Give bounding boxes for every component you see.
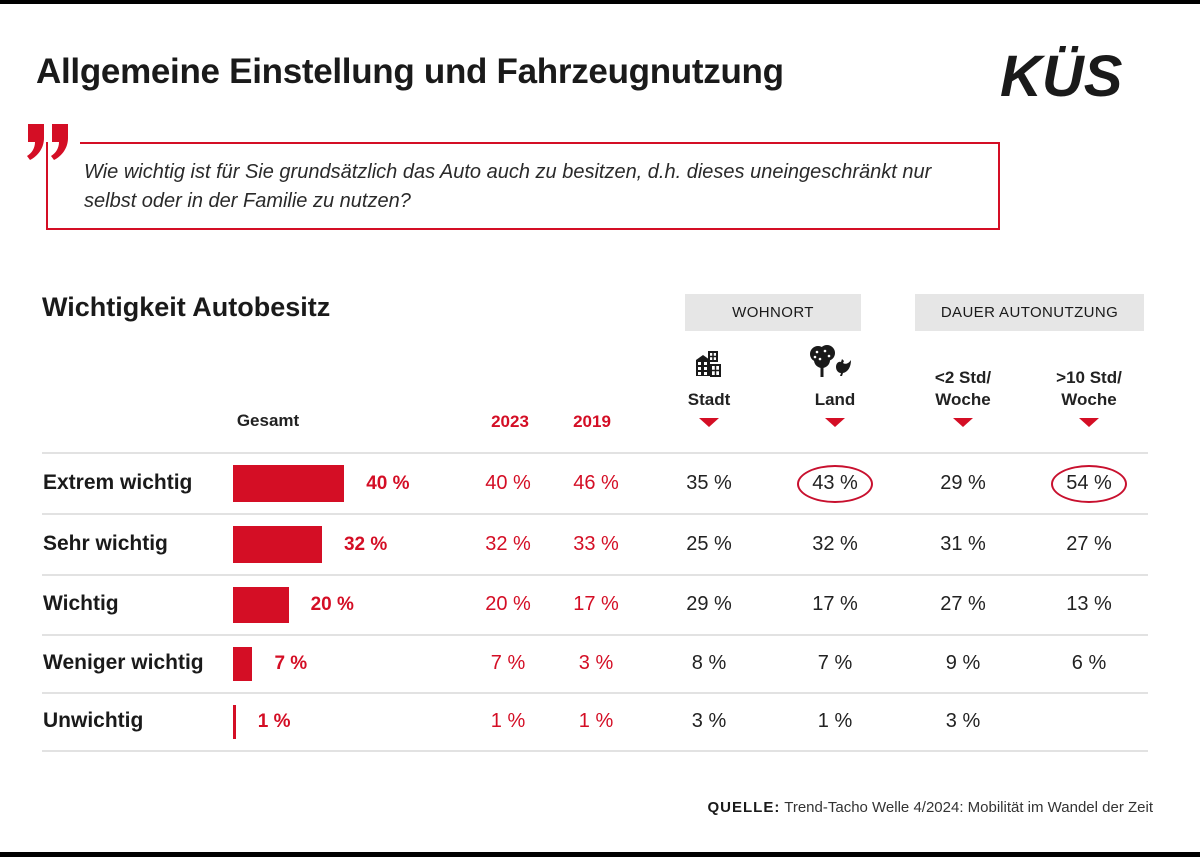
cell--2-std-woche: 9 % (945, 652, 981, 674)
arrow-down-icon (1079, 418, 1099, 427)
column-header-gesamt: Gesamt (236, 411, 300, 430)
cell--10-std-woche: 6 % (1071, 652, 1107, 674)
question-box (46, 142, 1000, 230)
row-label: Unwichtig (43, 709, 144, 732)
row-label: Sehr wichtig (43, 531, 168, 555)
column-header-lt2-line1: <2 Std/ (934, 368, 992, 387)
gesamt-bar-label: 1 % (257, 711, 291, 732)
cell-stadt: 29 % (686, 593, 732, 615)
cell-2023: 32 % (485, 532, 531, 555)
logo-text: KÜS (1000, 46, 1123, 102)
section-title: Wichtigkeit Autobesitz (42, 292, 331, 322)
cell-2019: 3 % (578, 652, 614, 674)
cell-2019: 33 % (573, 532, 619, 555)
highlight-circle (797, 464, 873, 503)
column-header-land: Land (814, 390, 856, 409)
row-separator (42, 750, 1148, 752)
question-box-top-line (80, 142, 1000, 144)
cell--2-std-woche: 31 % (940, 532, 986, 555)
cell-land: 1 % (817, 710, 853, 732)
gesamt-bar-label: 40 % (366, 472, 410, 494)
gesamt-bar (233, 647, 253, 681)
column-header-gt10-line2: Woche (1061, 390, 1117, 409)
source-note: QUELLE: Trend-Tacho Welle 4/2024: Mobili… (707, 799, 1153, 816)
gesamt-bar (233, 465, 345, 502)
row-separator (42, 452, 1148, 454)
cell--10-std-woche: 13 % (1066, 593, 1112, 615)
highlight-circle (1051, 464, 1127, 503)
gesamt-bar-label: 7 % (274, 653, 308, 674)
gesamt-bar (233, 587, 289, 623)
cell-land: 7 % (817, 652, 853, 674)
source-text: Trend-Tacho Welle 4/2024: Mobilität im W… (780, 799, 1153, 816)
row-separator (42, 634, 1148, 636)
gesamt-bar (233, 705, 236, 739)
cell-2019: 17 % (573, 593, 619, 615)
quote-mark-icon (27, 124, 68, 160)
cell--2-std-woche: 27 % (940, 593, 986, 615)
cell-stadt: 35 % (686, 471, 732, 494)
cell-2023: 7 % (490, 652, 526, 674)
bottom-border (0, 852, 1200, 857)
gesamt-bar-label: 32 % (343, 533, 388, 555)
question-text: Wie wichtig ist für Sie grundsätzlich da… (84, 161, 932, 212)
cell-2019: 1 % (578, 710, 614, 732)
gesamt-bar-label: 20 % (310, 594, 354, 615)
cell-stadt: 3 % (691, 710, 727, 732)
gesamt-bar (233, 526, 322, 563)
page-title: Allgemeine Einstellung und Fahrzeugnutzu… (36, 52, 784, 91)
cell-2023: 20 % (485, 593, 531, 615)
row-label: Weniger wichtig (43, 651, 204, 674)
tree-and-chicken-icon (810, 345, 851, 377)
column-header-stadt: Stadt (687, 390, 731, 409)
arrow-down-icon (825, 418, 845, 427)
cell-stadt: 8 % (691, 652, 727, 674)
cell--2-std-woche: 3 % (945, 710, 981, 732)
cell-stadt: 25 % (686, 532, 732, 555)
city-buildings-icon (696, 351, 721, 377)
cell--10-std-woche: 27 % (1066, 532, 1112, 555)
cell-land: 32 % (812, 532, 858, 555)
cell-2019: 46 % (573, 471, 619, 494)
cell-land: 17 % (812, 593, 858, 615)
arrow-down-icon (699, 418, 719, 427)
cell-2023: 1 % (490, 710, 526, 732)
group-header-dauer-autonutzung: DAUER AUTONUTZUNG (915, 294, 1144, 331)
row-label: Wichtig (43, 592, 119, 615)
cell--2-std-woche: 29 % (940, 471, 986, 494)
column-header-lt2-line2: Woche (935, 390, 991, 409)
arrow-down-icon (953, 418, 973, 427)
cell-2023: 40 % (485, 471, 531, 494)
source-label: QUELLE: (707, 799, 781, 816)
column-header-2019: 2019 (573, 412, 611, 431)
row-separator (42, 574, 1148, 576)
column-header-gt10-line1: >10 Std/ (1056, 368, 1122, 387)
row-separator (42, 513, 1148, 515)
row-label: Extrem wichtig (43, 470, 193, 494)
column-header-2023: 2023 (491, 412, 529, 431)
row-separator (42, 692, 1148, 694)
group-header-wohnort: WOHNORT (685, 294, 861, 331)
kues-logo: KÜS (1000, 46, 1123, 102)
top-border (0, 0, 1200, 4)
